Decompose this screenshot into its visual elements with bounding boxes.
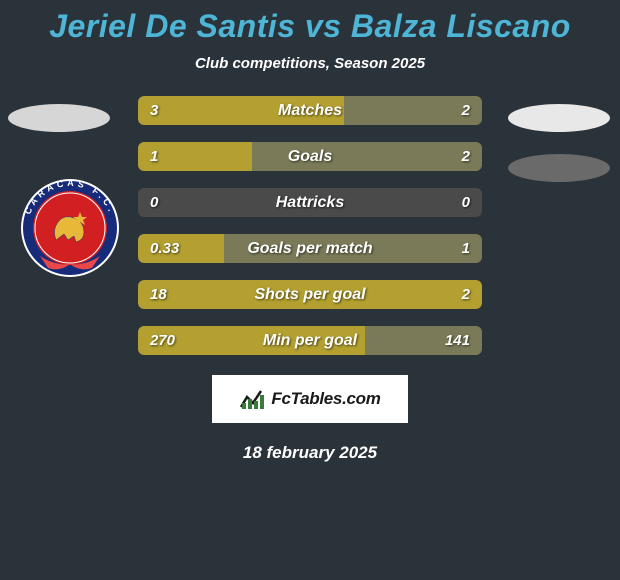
player2-jersey-placeholder <box>508 104 610 132</box>
stat-row: 0Hattricks0 <box>138 188 482 217</box>
stat-label: Matches <box>138 96 482 125</box>
stat-row: 0.33Goals per match1 <box>138 234 482 263</box>
stat-label: Goals <box>138 142 482 171</box>
stat-row: 18Shots per goal2 <box>138 280 482 309</box>
stat-row: 270Min per goal141 <box>138 326 482 355</box>
stat-label: Shots per goal <box>138 280 482 309</box>
comparison-title: Jeriel De Santis vs Balza Liscano <box>0 0 620 45</box>
stat-value-right: 2 <box>462 96 470 125</box>
fctables-logo-icon <box>239 387 267 411</box>
stat-row: 1Goals2 <box>138 142 482 171</box>
content-area: CARACAS F.C. 3Matches21Goals20Hattricks0… <box>0 96 620 463</box>
stat-value-right: 2 <box>462 142 470 171</box>
stat-value-right: 2 <box>462 280 470 309</box>
player1-jersey-placeholder <box>8 104 110 132</box>
stats-column: 3Matches21Goals20Hattricks00.33Goals per… <box>138 96 482 355</box>
watermark-text: FcTables.com <box>271 389 380 409</box>
stat-value-right: 0 <box>462 188 470 217</box>
player1-club-logo: CARACAS F.C. <box>20 178 120 278</box>
stat-value-right: 1 <box>462 234 470 263</box>
caracas-fc-logo-icon: CARACAS F.C. <box>20 178 120 278</box>
player1-name: Jeriel De Santis <box>49 8 295 44</box>
stat-label: Hattricks <box>138 188 482 217</box>
stat-label: Min per goal <box>138 326 482 355</box>
stat-value-right: 141 <box>445 326 470 355</box>
stat-label: Goals per match <box>138 234 482 263</box>
player2-name: Balza Liscano <box>351 8 571 44</box>
snapshot-date: 18 february 2025 <box>0 443 620 463</box>
subtitle: Club competitions, Season 2025 <box>0 55 620 72</box>
vs-label: vs <box>305 8 342 44</box>
watermark-badge: FcTables.com <box>212 375 408 423</box>
stat-row: 3Matches2 <box>138 96 482 125</box>
player2-club-placeholder <box>508 154 610 182</box>
